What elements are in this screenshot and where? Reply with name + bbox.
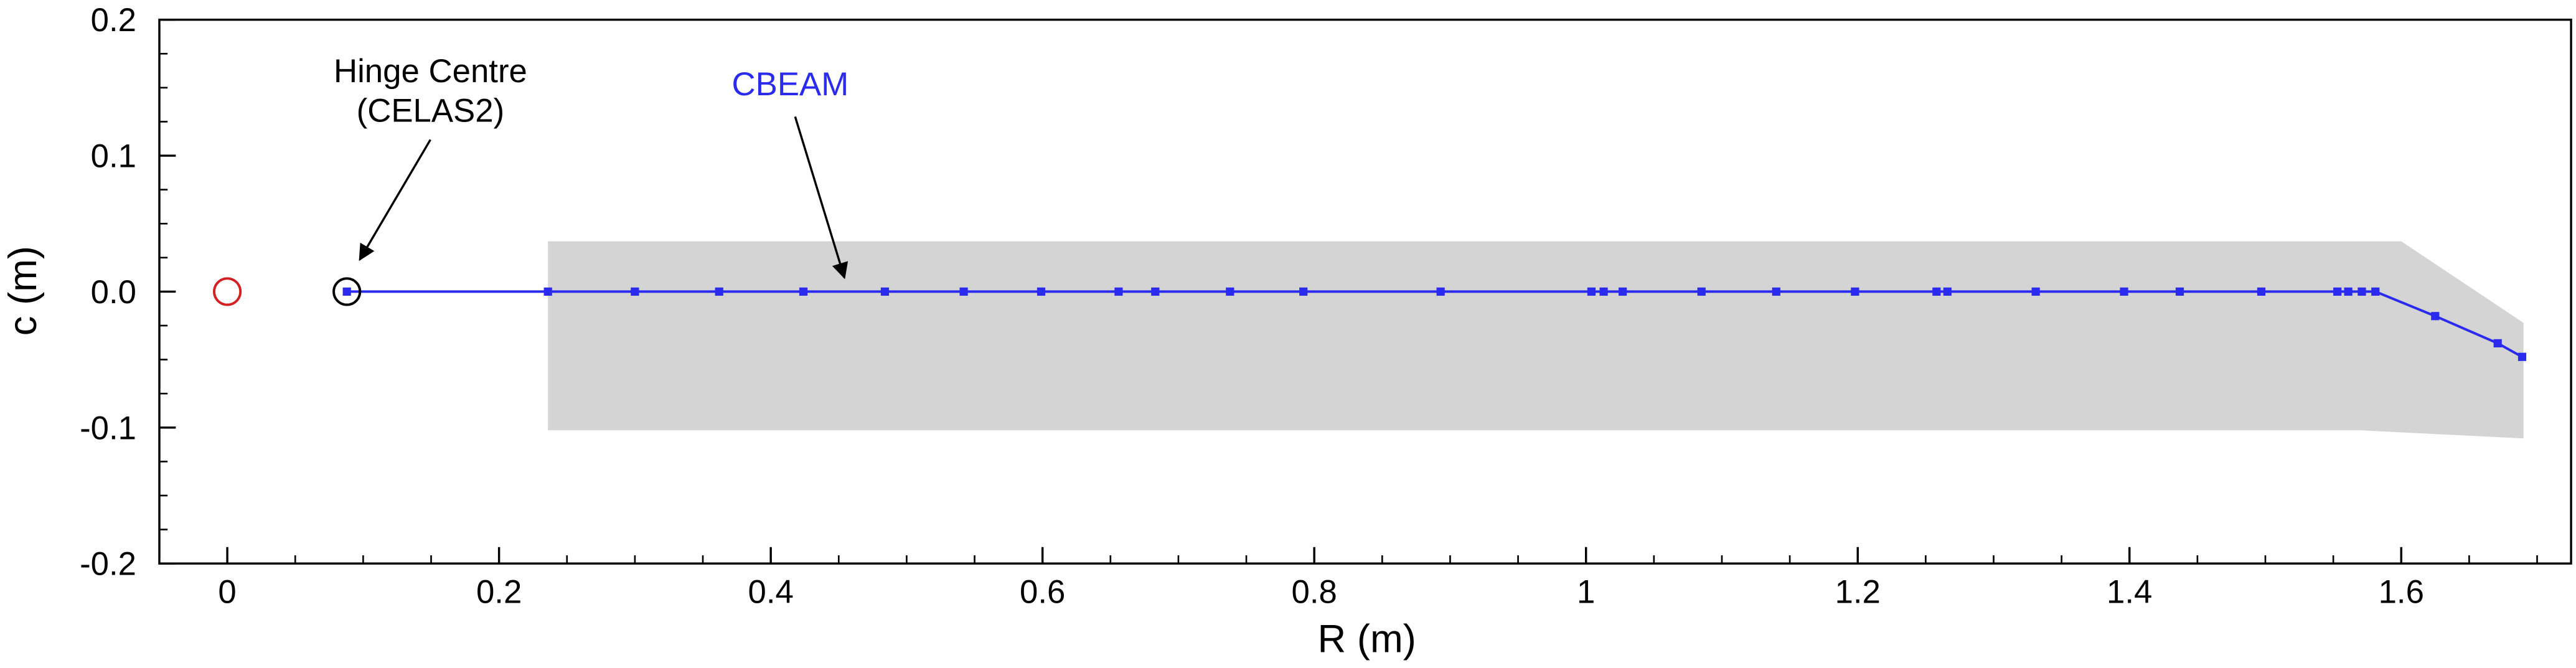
x-tick-label: 1.4 [2107, 573, 2152, 610]
point-marker [332, 277, 362, 306]
y-tick-label: -0.1 [80, 410, 136, 446]
beam-node [1587, 287, 1596, 296]
y-tick-label: 0.1 [91, 138, 136, 175]
y-tick-label: -0.2 [80, 546, 136, 583]
annotation-text: (CELAS2) [357, 92, 505, 129]
x-tick-label: 1 [1577, 573, 1595, 610]
beam-node [1619, 287, 1627, 296]
y-axis-label: c (m) [1, 246, 45, 336]
beam-node [2031, 287, 2040, 296]
beam-node [2120, 287, 2128, 296]
beam-node [631, 287, 639, 296]
beam-node [1226, 287, 1234, 296]
beam-node [1114, 287, 1123, 296]
x-tick-label: 0.4 [748, 573, 793, 610]
beam-node [2431, 312, 2440, 321]
beam-node [2257, 287, 2266, 296]
x-tick-label: 1.6 [2379, 573, 2424, 610]
beam-node [1599, 287, 1608, 296]
beam-node [1932, 287, 1941, 296]
x-tick-label: 0.2 [476, 573, 522, 610]
y-tick-label: 0.2 [91, 2, 136, 39]
annotation-arrow [794, 116, 848, 280]
beam-node [959, 287, 968, 296]
beam-node [1299, 287, 1308, 296]
beam-node [1151, 287, 1160, 296]
beam-node [799, 287, 808, 296]
beam-node [342, 287, 351, 296]
beam-node [2371, 287, 2380, 296]
beam-node [715, 287, 723, 296]
beam-node [2493, 339, 2502, 347]
x-axis-label: R (m) [1318, 618, 1416, 661]
x-tick-label: 0 [218, 573, 236, 610]
beam-node [2517, 352, 2527, 361]
beam-node [1436, 287, 1445, 296]
annotation-text: Hinge Centre [334, 53, 527, 90]
beam-node [1851, 287, 1859, 296]
series-label: CBEAM [732, 66, 849, 103]
beam-node [880, 287, 890, 296]
beam-node [2344, 287, 2353, 296]
beam-node [2357, 287, 2366, 296]
beam-node [1037, 287, 1046, 296]
x-tick-label: 1.2 [1835, 573, 1881, 610]
beam-node [1943, 287, 1952, 296]
x-tick-label: 0.8 [1292, 573, 1337, 610]
beam-node [1772, 287, 1780, 296]
beam-node [543, 287, 552, 296]
x-tick-label: 0.6 [1020, 573, 1065, 610]
beam-node [2333, 287, 2342, 296]
y-tick-label: 0.0 [91, 274, 136, 311]
planform [548, 241, 2524, 439]
annotation-arrow [359, 139, 431, 261]
beam-node [2175, 287, 2184, 296]
beam-node [1697, 287, 1706, 296]
point-marker [213, 277, 242, 306]
